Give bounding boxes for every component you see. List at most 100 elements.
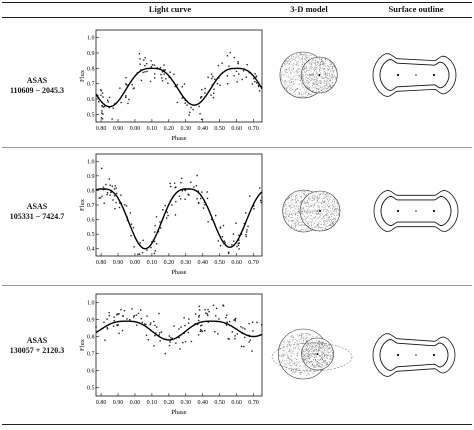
stipple-dot — [322, 218, 324, 220]
stipple-dot — [301, 191, 303, 193]
stipple-dot — [292, 95, 294, 97]
data-point — [158, 312, 160, 315]
stipple-dot — [310, 353, 311, 354]
stipple-dot — [299, 55, 301, 56]
data-point — [255, 75, 258, 77]
stipple-dot — [320, 68, 322, 70]
data-point — [163, 73, 165, 75]
stipple-dot — [304, 88, 306, 90]
stipple-dot — [317, 197, 318, 198]
stipple-dot — [299, 75, 300, 76]
data-point — [164, 69, 166, 71]
data-point — [184, 198, 186, 200]
stipple-dot — [322, 359, 323, 360]
stipple-dot — [303, 338, 304, 340]
data-point — [95, 326, 97, 328]
stipple-dot — [317, 63, 319, 64]
stipple-dot — [325, 224, 327, 226]
stipple-dot — [289, 350, 291, 352]
data-point — [236, 81, 238, 83]
stipple-dot — [294, 79, 296, 81]
stipple-dot — [306, 57, 307, 58]
stipple-dot — [296, 54, 297, 55]
stipple-dot — [319, 341, 320, 342]
stipple-dot — [315, 216, 316, 217]
stipple-dot — [290, 200, 291, 202]
data-point — [159, 66, 162, 69]
stipple-dot — [331, 87, 332, 88]
stipple-dot — [316, 81, 317, 83]
stipple-dot — [324, 58, 326, 59]
data-point — [198, 316, 200, 318]
stipple-dot — [305, 361, 307, 363]
data-point — [195, 185, 198, 187]
stipple-dot — [309, 225, 310, 226]
stipple-dot — [305, 229, 307, 231]
stipple-dot — [318, 225, 319, 227]
stipple-dot — [300, 77, 301, 79]
stipple-dot — [327, 363, 329, 365]
stipple-dot — [298, 221, 300, 223]
stipple-dot — [337, 208, 339, 210]
stipple-dot — [294, 72, 295, 74]
stipple-dot — [331, 225, 333, 227]
data-point — [249, 195, 251, 197]
stipple-dot — [322, 344, 323, 346]
stipple-dot — [328, 87, 330, 88]
stipple-dot — [317, 57, 319, 59]
data-point — [242, 327, 244, 329]
stipple-dot — [316, 362, 318, 364]
stipple-dot — [327, 204, 328, 206]
stipple-dot — [305, 341, 307, 342]
stipple-dot — [316, 72, 318, 74]
stipple-dot — [307, 56, 308, 58]
stipple-dot — [334, 197, 335, 199]
data-point — [227, 338, 229, 340]
stipple-dot — [314, 226, 316, 228]
stipple-dot — [286, 81, 288, 83]
stipple-dot — [283, 75, 284, 76]
stipple-dot — [298, 206, 299, 207]
stipple-dot — [313, 354, 315, 356]
data-point — [190, 340, 193, 343]
stipple-dot — [294, 218, 296, 219]
data-point — [217, 333, 219, 335]
stipple-dot — [283, 216, 285, 217]
stipple-dot — [303, 359, 305, 361]
stipple-dot — [288, 84, 290, 86]
stipple-dot — [321, 203, 322, 205]
stipple-dot — [329, 352, 331, 353]
data-point — [166, 211, 169, 214]
stipple-dot — [308, 92, 310, 94]
stipple-dot — [323, 215, 324, 217]
stipple-dot — [316, 342, 318, 344]
stipple-dot — [308, 74, 310, 76]
stipple-dot — [314, 348, 316, 350]
stipple-dot — [305, 333, 306, 334]
stipple-dot — [302, 56, 303, 58]
x-tick-label: 0.10 — [147, 260, 158, 266]
stipple-dot — [284, 204, 285, 206]
stipple-dot — [301, 348, 302, 350]
stipple-dot — [317, 361, 318, 362]
stipple-dot — [309, 345, 311, 346]
stipple-dot — [307, 226, 309, 227]
stipple-dot — [293, 227, 294, 228]
stipple-dot — [333, 70, 334, 72]
stipple-dot — [316, 191, 318, 193]
data-point — [260, 201, 262, 204]
stipple-dot — [318, 76, 320, 77]
stipple-dot — [331, 359, 333, 361]
stipple-dot — [324, 218, 326, 219]
stipple-dot — [298, 369, 299, 371]
data-point — [186, 104, 188, 106]
stipple-dot — [311, 54, 312, 56]
stipple-dot — [305, 84, 307, 86]
stipple-dot — [330, 86, 332, 87]
stipple-dot — [319, 356, 321, 357]
stipple-dot — [300, 54, 302, 55]
stipple-dot — [319, 230, 320, 232]
data-point — [183, 83, 186, 85]
stipple-dot — [333, 70, 334, 72]
